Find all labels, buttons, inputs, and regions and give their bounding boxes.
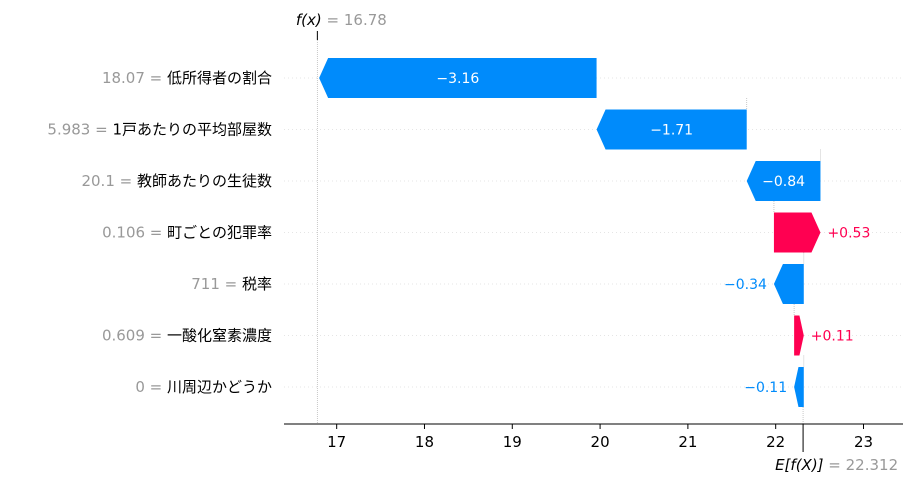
positive-bar <box>794 315 804 356</box>
feature-value: 18.07 = <box>102 69 167 87</box>
bar-value-label: +0.11 <box>811 329 854 345</box>
bar-value-label: −0.34 <box>724 277 767 293</box>
negative-bar <box>319 58 597 98</box>
x-tick-label: 18 <box>415 433 434 451</box>
feature-label: 20.1 = 教師あたりの生徒数 <box>81 172 272 190</box>
fx-value: 16.78 <box>344 11 387 29</box>
x-tick-label: 23 <box>854 433 873 451</box>
x-tick-label: 19 <box>503 433 522 451</box>
fx-annotation: f(x) = 16.78 <box>296 11 387 29</box>
feature-labels: 18.07 = 低所得者の割合 5.983 = 1戸あたりの平均部屋数 20.1 =… <box>47 69 272 396</box>
negative-bar <box>596 109 747 150</box>
feature-label: 0.106 = 町ごとの犯罪率 <box>102 224 272 242</box>
feature-value: 5.983 = <box>47 121 112 139</box>
base-equals: = <box>824 456 846 474</box>
feature-value: 0.609 = <box>102 327 167 345</box>
x-axis: 17 18 19 20 21 22 23 <box>284 423 903 452</box>
bar-value-label: +0.53 <box>827 226 870 242</box>
negative-bar <box>794 367 804 407</box>
fx-label-text: f(x) <box>296 11 322 29</box>
fx-equals: = <box>322 11 344 29</box>
feature-value: 20.1 = <box>81 172 137 190</box>
bar-value-label: −3.16 <box>436 71 479 87</box>
feature-value: 711 = <box>191 275 242 293</box>
negative-bar <box>773 264 804 304</box>
base-annotation: E[f(X)] = 22.312 <box>775 456 898 474</box>
feature-value: 0.106 = <box>102 224 167 242</box>
feature-label: 5.983 = 1戸あたりの平均部屋数 <box>47 121 272 139</box>
feature-label: 0.609 = 一酸化窒素濃度 <box>102 327 272 345</box>
base-label: E[f(X)] = 22.312 <box>775 456 898 474</box>
negative-bar <box>746 161 821 201</box>
feature-name: 低所得者の割合 <box>167 69 272 87</box>
feature-label: 18.07 = 低所得者の割合 <box>102 69 272 87</box>
positive-bar <box>773 212 821 253</box>
feature-name: 1戸あたりの平均部屋数 <box>112 121 272 139</box>
fx-label: f(x) = 16.78 <box>296 11 387 29</box>
x-tick-label: 17 <box>327 433 346 451</box>
feature-name: 川周辺かどうか <box>167 378 272 396</box>
bar-value-label: −0.84 <box>762 174 805 190</box>
feature-label: 0 = 川周辺かどうか <box>135 378 272 396</box>
x-tick-label: 20 <box>591 433 610 451</box>
bar-value-label: −0.11 <box>744 380 787 396</box>
bar-value-label: −1.71 <box>650 123 693 139</box>
bars: −3.16 −1.71 −0.84 +0.53 −0.34 +0.11 −0.11 <box>319 58 870 407</box>
feature-name: 税率 <box>242 275 272 293</box>
x-tick-label: 22 <box>766 433 785 451</box>
feature-name: 町ごとの犯罪率 <box>167 224 272 242</box>
feature-name: 教師あたりの生徒数 <box>137 172 272 190</box>
feature-label: 711 = 税率 <box>191 275 272 293</box>
base-label-text: E[f(X)] <box>775 456 824 474</box>
base-value: 22.312 <box>846 456 899 474</box>
feature-value: 0 = <box>135 378 167 396</box>
feature-name: 一酸化窒素濃度 <box>167 327 272 345</box>
x-tick-label: 21 <box>678 433 697 451</box>
